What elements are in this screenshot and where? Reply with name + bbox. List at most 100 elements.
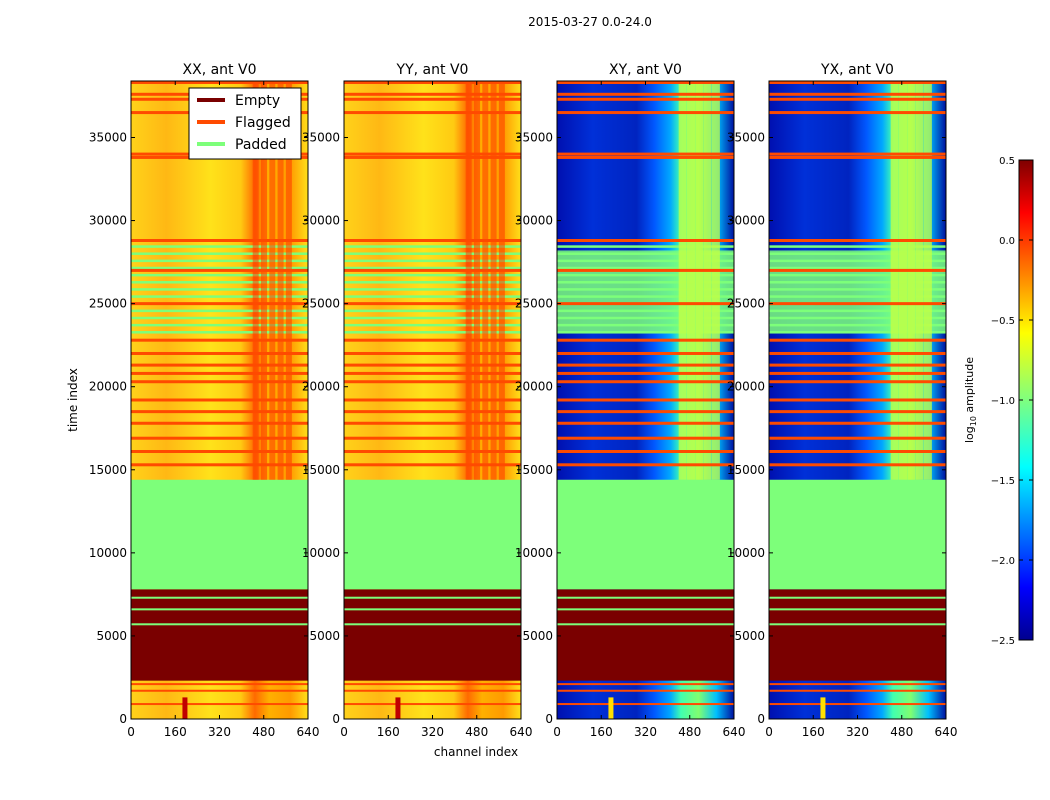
y-tick-label: 25000 bbox=[89, 297, 127, 311]
y-tick-label: 35000 bbox=[515, 130, 553, 144]
y-tick-label: 0 bbox=[757, 712, 765, 726]
bottom-data bbox=[344, 680, 521, 719]
flagged-row bbox=[557, 155, 734, 159]
flagged-row bbox=[344, 152, 521, 156]
x-tick-label: 0 bbox=[340, 725, 348, 739]
padded-strip bbox=[344, 281, 521, 284]
flagged-row bbox=[769, 351, 946, 355]
y-tick-label: 20000 bbox=[727, 380, 765, 394]
y-tick-label: 35000 bbox=[727, 130, 765, 144]
padded-strip bbox=[344, 323, 521, 327]
colorbar-tick-label: −2.0 bbox=[991, 556, 1015, 567]
colorbar: 0.5 0.0 −0.5 −1.0 −1.5 −2.0 −2.5 log10 amplitud… bbox=[963, 156, 1034, 647]
hot-column bbox=[285, 81, 292, 480]
x-tick-label: 160 bbox=[590, 725, 613, 739]
x-tick-label: 320 bbox=[208, 725, 231, 739]
x-tick-label: 640 bbox=[510, 725, 533, 739]
flagged-row bbox=[344, 436, 521, 440]
flagged-row bbox=[344, 363, 521, 367]
flagged-row bbox=[557, 463, 734, 467]
padded-strip bbox=[344, 295, 521, 298]
padded-line bbox=[131, 608, 308, 611]
colorbar-tick-label: 0.5 bbox=[999, 156, 1015, 167]
flagged-row bbox=[131, 351, 308, 355]
colorbar-tick-label: −1.0 bbox=[991, 396, 1015, 407]
flagged-row bbox=[131, 410, 308, 414]
y-tick-label: 10000 bbox=[727, 546, 765, 560]
flagged-row bbox=[344, 268, 521, 272]
x-tick-label: 320 bbox=[634, 725, 657, 739]
flagged-row bbox=[557, 421, 734, 425]
flagged-row bbox=[769, 421, 946, 425]
hot-column bbox=[277, 81, 284, 480]
padded-line bbox=[557, 623, 734, 626]
y-tick-label: 5000 bbox=[96, 629, 127, 643]
colorbar-tick-label: −0.5 bbox=[991, 316, 1015, 327]
flagged-row bbox=[769, 380, 946, 384]
flagged-row bbox=[557, 363, 734, 367]
rfi-spike bbox=[395, 697, 401, 719]
flagged-row bbox=[131, 302, 308, 306]
padded-strip bbox=[131, 273, 308, 277]
x-tick-label: 640 bbox=[297, 725, 320, 739]
bright-column bbox=[678, 81, 687, 480]
flagged-row bbox=[769, 152, 946, 156]
padded-strip bbox=[344, 316, 521, 320]
x-tick-label: 0 bbox=[553, 725, 561, 739]
flagged-row bbox=[769, 436, 946, 440]
flagged-row bbox=[769, 302, 946, 306]
heatmap-image bbox=[557, 81, 734, 719]
y-tick-label: 25000 bbox=[302, 297, 340, 311]
y-tick-label: 35000 bbox=[302, 130, 340, 144]
padded-strip bbox=[769, 331, 946, 334]
x-tick-label: 480 bbox=[678, 725, 701, 739]
y-tick-label: 35000 bbox=[89, 130, 127, 144]
padded-strip bbox=[131, 266, 308, 270]
padded-line bbox=[131, 623, 308, 626]
padded-strip bbox=[131, 245, 308, 248]
flagged-row bbox=[769, 92, 946, 96]
flagged-row bbox=[344, 97, 521, 101]
y-tick-label: 30000 bbox=[515, 214, 553, 228]
bottom-data bbox=[131, 680, 308, 719]
y-tick-label: 15000 bbox=[302, 463, 340, 477]
flagged-row bbox=[557, 111, 734, 115]
legend: Empty Flagged Padded bbox=[188, 87, 302, 160]
x-tick-label: 0 bbox=[765, 725, 773, 739]
bright-column bbox=[890, 81, 899, 480]
flagged-row bbox=[131, 239, 308, 242]
flagged-row bbox=[557, 152, 734, 156]
rfi-spike bbox=[182, 697, 188, 719]
flagged-row bbox=[557, 268, 734, 272]
flagged-row bbox=[769, 463, 946, 467]
figure-suptitle: 2015-03-27 0.0-24.0 bbox=[528, 15, 652, 29]
flagged-row bbox=[344, 380, 521, 384]
hot-column bbox=[473, 81, 480, 480]
padded-line bbox=[769, 596, 946, 599]
flagged-row bbox=[769, 703, 946, 706]
y-tick-label: 10000 bbox=[89, 546, 127, 560]
padded-strip bbox=[344, 252, 521, 255]
flagged-row bbox=[557, 689, 734, 692]
padded-strip bbox=[131, 331, 308, 334]
flagged-row bbox=[344, 351, 521, 355]
padded-strip bbox=[131, 323, 308, 327]
hot-column bbox=[465, 81, 472, 480]
padded-strip bbox=[344, 288, 521, 291]
flagged-row bbox=[557, 703, 734, 706]
legend-label: Padded bbox=[235, 137, 287, 153]
y-tick-label: 15000 bbox=[89, 463, 127, 477]
bottom-data bbox=[557, 680, 734, 719]
flagged-row bbox=[344, 689, 521, 692]
padded-line bbox=[131, 596, 308, 599]
padded-strip bbox=[131, 288, 308, 291]
empty-region bbox=[769, 589, 946, 681]
flagged-row bbox=[344, 239, 521, 242]
x-tick-label: 160 bbox=[802, 725, 825, 739]
hot-column bbox=[269, 81, 276, 480]
padded-strip bbox=[131, 259, 308, 263]
flagged-row bbox=[557, 371, 734, 375]
padded-block bbox=[769, 479, 946, 590]
flagged-row bbox=[344, 398, 521, 402]
empty-region bbox=[344, 589, 521, 681]
